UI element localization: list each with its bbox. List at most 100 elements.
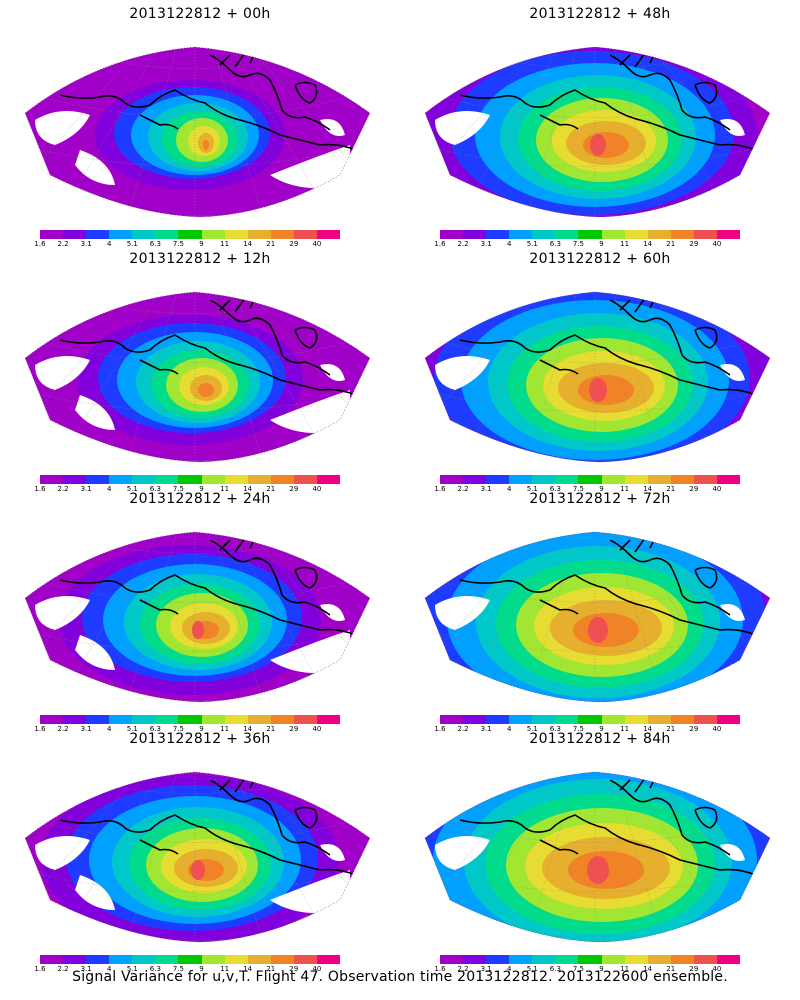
colorbar-tick-label: 3.1: [80, 240, 92, 248]
colorbar: 1.6 2.2 3.1 4 5.1 6.3 7.5 9 11 14 21 29 40: [434, 475, 741, 495]
colorbar-tick-label: 11: [220, 965, 230, 973]
colorbar-swatch: [440, 715, 464, 724]
colorbar-tick-label: 9: [599, 240, 604, 248]
map-panel: 2013122812 + 84h 1.6 2.2 3.1 4 5.1 6.3 7.5 9 11 14…: [420, 730, 780, 975]
colorbar-swatch: [63, 475, 87, 484]
colorbar-swatch: [201, 715, 225, 724]
colorbar-tick-label: 4: [506, 240, 512, 248]
colorbar-swatch: [109, 475, 133, 484]
colorbar-tick-label: 7.5: [172, 965, 185, 973]
colorbar-tick-label: 3.1: [80, 485, 92, 493]
colorbar-swatch: [224, 475, 248, 484]
colorbar-swatch: [293, 955, 317, 964]
colorbar-tick-label: 2.2: [57, 240, 69, 248]
colorbar-swatch: [555, 955, 579, 964]
colorbar-swatch: [270, 230, 294, 239]
map-panel: 2013122812 + 36h 1.6 2.2 3.1 4 5.1 6.3 7.5 9 11 14…: [20, 730, 380, 975]
colorbar-tick-label: 4: [106, 485, 112, 493]
colorbar-tick-label: 7.5: [572, 725, 585, 733]
colorbar: 1.6 2.2 3.1 4 5.1 6.3 7.5 9 11 14 21 29 40: [34, 230, 341, 250]
colorbar-swatch: [463, 230, 487, 239]
colorbar-tick-label: 5.1: [526, 240, 538, 248]
colorbar-swatch: [86, 230, 110, 239]
colorbar-swatch: [509, 230, 533, 239]
panel-title: 2013122812 + 00h: [129, 6, 271, 22]
map-panel: 2013122812 + 72h 1.6 2.2 3.1 4 5.1 6.3 7.5 9 11 14…: [420, 490, 780, 735]
colorbar-tick-label: 5.1: [126, 485, 138, 493]
colorbar-tick-label: 29: [289, 240, 299, 248]
colorbar-swatch: [601, 475, 625, 484]
colorbar-tick-label: 6.3: [549, 965, 561, 973]
colorbar-tick-label: 21: [666, 725, 676, 733]
colorbar-tick-label: 6.3: [149, 725, 161, 733]
colorbar-tick-label: 21: [266, 725, 276, 733]
colorbar-swatch: [201, 230, 225, 239]
colorbar-tick-label: 2.2: [57, 725, 69, 733]
colorbar-swatch: [509, 475, 533, 484]
colorbar-tick-label: 2.2: [457, 965, 469, 973]
colorbar-tick-label: 2.2: [457, 240, 469, 248]
coastline: [459, 50, 756, 151]
colorbar-tick-label: 29: [689, 485, 699, 493]
colorbar-swatch: [293, 475, 317, 484]
colorbar-swatch: [578, 475, 602, 484]
colorbar-swatch: [716, 715, 741, 724]
colorbar-swatch: [509, 955, 533, 964]
colorbar-tick-label: 11: [620, 965, 630, 973]
panel-title: 2013122812 + 48h: [529, 6, 671, 22]
colorbar-tick-label: 5.1: [526, 725, 538, 733]
colorbar-swatch: [224, 955, 248, 964]
colorbar-tick-label: 7.5: [172, 725, 185, 733]
colorbar-swatch: [224, 230, 248, 239]
panel-title: 2013122812 + 36h: [129, 731, 271, 747]
colorbar-tick-label: 3.1: [480, 725, 492, 733]
colorbar-swatch: [316, 955, 341, 964]
colorbar-swatch: [463, 475, 487, 484]
colorbar-tick-label: 21: [266, 240, 276, 248]
colorbar-swatch: [63, 230, 87, 239]
colorbar-tick-label: 6.3: [549, 240, 561, 248]
colorbar-tick-label: 11: [220, 725, 230, 733]
colorbar-tick-label: 1.6: [434, 485, 446, 493]
map-panel: 2013122812 + 00h 1.6 2.2 3.1 4 5.1 6.3 7.5 9 11 14…: [20, 5, 380, 250]
colorbar-swatch: [509, 715, 533, 724]
colorbar-swatch: [532, 475, 556, 484]
colorbar-tick-label: 14: [243, 725, 253, 733]
colorbar-swatch: [463, 955, 487, 964]
variance-map: [424, 46, 771, 218]
colorbar-tick-label: 40: [712, 485, 722, 493]
colorbar-swatch: [247, 715, 271, 724]
colorbar-swatch: [270, 475, 294, 484]
colorbar-tick-label: 3.1: [480, 965, 492, 973]
variance-map: [24, 771, 371, 943]
colorbar-tick-label: 14: [243, 240, 253, 248]
colorbar-swatch: [670, 230, 694, 239]
colorbar: 1.6 2.2 3.1 4 5.1 6.3 7.5 9 11 14 21 29 40: [434, 715, 741, 735]
colorbar-tick-label: 40: [712, 965, 722, 973]
colorbar-tick-label: 11: [620, 240, 630, 248]
colorbar-tick-label: 1.6: [434, 725, 446, 733]
colorbar-swatch: [201, 955, 225, 964]
colorbar-swatch: [647, 715, 671, 724]
colorbar-tick-label: 9: [199, 240, 204, 248]
colorbar-tick-label: 4: [506, 725, 512, 733]
colorbar-swatch: [178, 955, 202, 964]
colorbar-swatch: [578, 955, 602, 964]
colorbar-swatch: [555, 715, 579, 724]
colorbar-tick-label: 1.6: [34, 965, 46, 973]
variance-map: [424, 771, 771, 943]
colorbar-swatch: [293, 715, 317, 724]
colorbar-swatch: [132, 475, 156, 484]
colorbar-swatch: [293, 230, 317, 239]
colorbar-swatch: [247, 475, 271, 484]
colorbar-swatch: [601, 230, 625, 239]
map-panel: 2013122812 + 48h 1.6 2.2 3.1 4 5.1 6.3 7.5 9 11 14…: [420, 5, 780, 250]
colorbar-swatch: [463, 715, 487, 724]
colorbar-swatch: [155, 715, 179, 724]
colorbar-swatch: [178, 475, 202, 484]
colorbar-swatch: [178, 715, 202, 724]
colorbar-swatch: [716, 955, 741, 964]
colorbar-tick-label: 1.6: [34, 485, 46, 493]
variance-map: [424, 291, 771, 463]
colorbar-tick-label: 9: [599, 725, 604, 733]
